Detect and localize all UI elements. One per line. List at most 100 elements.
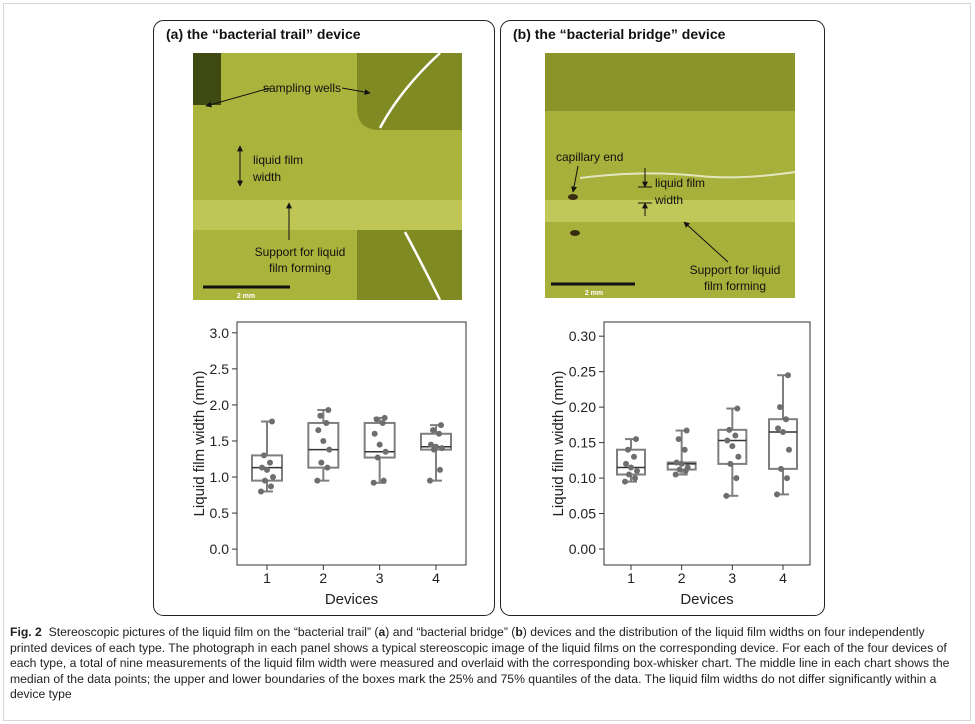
data-point: [380, 477, 387, 484]
x-tick-label: 1: [627, 570, 635, 586]
data-point: [723, 492, 730, 499]
data-point: [315, 427, 322, 434]
data-point: [326, 446, 333, 453]
photo-label: liquid film: [253, 153, 303, 167]
data-point: [270, 474, 276, 481]
data-point: [678, 460, 685, 467]
data-point: [268, 483, 274, 490]
y-tick-label: 3.0: [210, 325, 230, 341]
data-point: [786, 446, 792, 453]
scale-bar-label: 2 mm: [585, 290, 603, 297]
data-point: [625, 446, 631, 453]
y-tick-label: 0.0: [210, 541, 230, 557]
photo-b: [545, 53, 796, 298]
data-point: [259, 464, 265, 471]
data-point: [438, 422, 444, 429]
x-tick-label: 4: [432, 570, 440, 586]
y-tick-label: 0.25: [569, 364, 596, 380]
box: [616, 448, 646, 476]
data-point: [778, 465, 784, 472]
data-point: [262, 477, 268, 484]
x-tick-label: 3: [728, 570, 736, 586]
data-point: [732, 432, 739, 439]
data-point: [626, 471, 632, 478]
data-point: [724, 437, 731, 444]
data-point: [783, 416, 789, 423]
data-point: [632, 475, 638, 482]
data-point: [774, 491, 780, 498]
data-point: [780, 428, 786, 435]
data-point: [370, 479, 377, 486]
photo-label: liquid film: [655, 176, 705, 190]
y-tick-label: 2.0: [210, 397, 230, 413]
data-point: [726, 426, 733, 433]
data-point: [379, 419, 386, 426]
caption-label: Fig. 2: [10, 625, 42, 639]
data-point: [439, 445, 445, 452]
caption-text: Stereoscopic pictures of the liquid film…: [48, 625, 379, 639]
caption-text: a: [378, 625, 386, 639]
y-tick-label: 1.0: [210, 469, 230, 485]
photo-label: capillary end: [556, 150, 623, 164]
photo-label: Support for liquid: [255, 245, 346, 259]
photo-label: width: [252, 170, 281, 184]
x-tick-label: 3: [376, 570, 384, 586]
data-point: [269, 418, 275, 425]
data-point: [681, 446, 688, 453]
data-point: [785, 372, 791, 379]
caption-text: ) devices and the distribution of the li…: [10, 625, 950, 702]
photo-label: Support for liquid: [690, 263, 781, 277]
data-point: [264, 466, 270, 473]
data-point: [433, 443, 439, 450]
x-tick-label: 4: [779, 570, 787, 586]
data-point: [634, 467, 640, 474]
scale-bar-label: 2 mm: [237, 293, 255, 300]
data-point: [675, 436, 682, 443]
data-point: [376, 441, 383, 448]
data-point: [684, 464, 691, 471]
data-point: [733, 475, 740, 482]
x-tick-label: 2: [319, 570, 327, 586]
y-tick-label: 0.15: [569, 435, 596, 451]
data-point: [325, 406, 332, 413]
data-point: [323, 419, 330, 426]
data-point: [628, 464, 634, 471]
data-point: [320, 437, 327, 444]
y-axis-label: Liquid film width (mm): [191, 371, 208, 517]
photo-label: film forming: [704, 279, 766, 293]
photo-label: width: [654, 193, 683, 207]
y-axis-label: Liquid film width (mm): [550, 371, 567, 517]
data-point: [373, 416, 380, 423]
data-point: [727, 460, 734, 467]
y-tick-label: 0.00: [569, 541, 596, 557]
data-point: [734, 405, 741, 412]
data-point: [631, 453, 637, 460]
data-point: [428, 441, 434, 448]
box: [768, 418, 798, 470]
y-tick-label: 0.30: [569, 328, 596, 344]
data-point: [622, 478, 628, 485]
figure-border: [3, 3, 971, 721]
data-point: [623, 460, 629, 467]
x-axis-label: Devices: [680, 591, 733, 608]
y-tick-label: 0.20: [569, 399, 596, 415]
panel-title: (a) the “bacterial trail” device: [166, 26, 361, 42]
data-point: [437, 466, 443, 473]
data-point: [374, 454, 381, 461]
y-tick-label: 0.05: [569, 506, 596, 522]
data-point: [784, 475, 790, 482]
data-point: [314, 477, 321, 484]
panel-title: (b) the “bacterial bridge” device: [513, 26, 726, 42]
data-point: [729, 443, 736, 450]
x-tick-label: 1: [263, 570, 271, 586]
data-point: [267, 459, 273, 466]
data-point: [683, 427, 690, 434]
x-axis-label: Devices: [325, 591, 378, 608]
data-point: [258, 488, 264, 495]
caption: Fig. 2 Stereoscopic pictures of the liqu…: [10, 625, 965, 703]
data-point: [261, 452, 267, 459]
data-point: [427, 477, 433, 484]
x-tick-label: 2: [678, 570, 686, 586]
